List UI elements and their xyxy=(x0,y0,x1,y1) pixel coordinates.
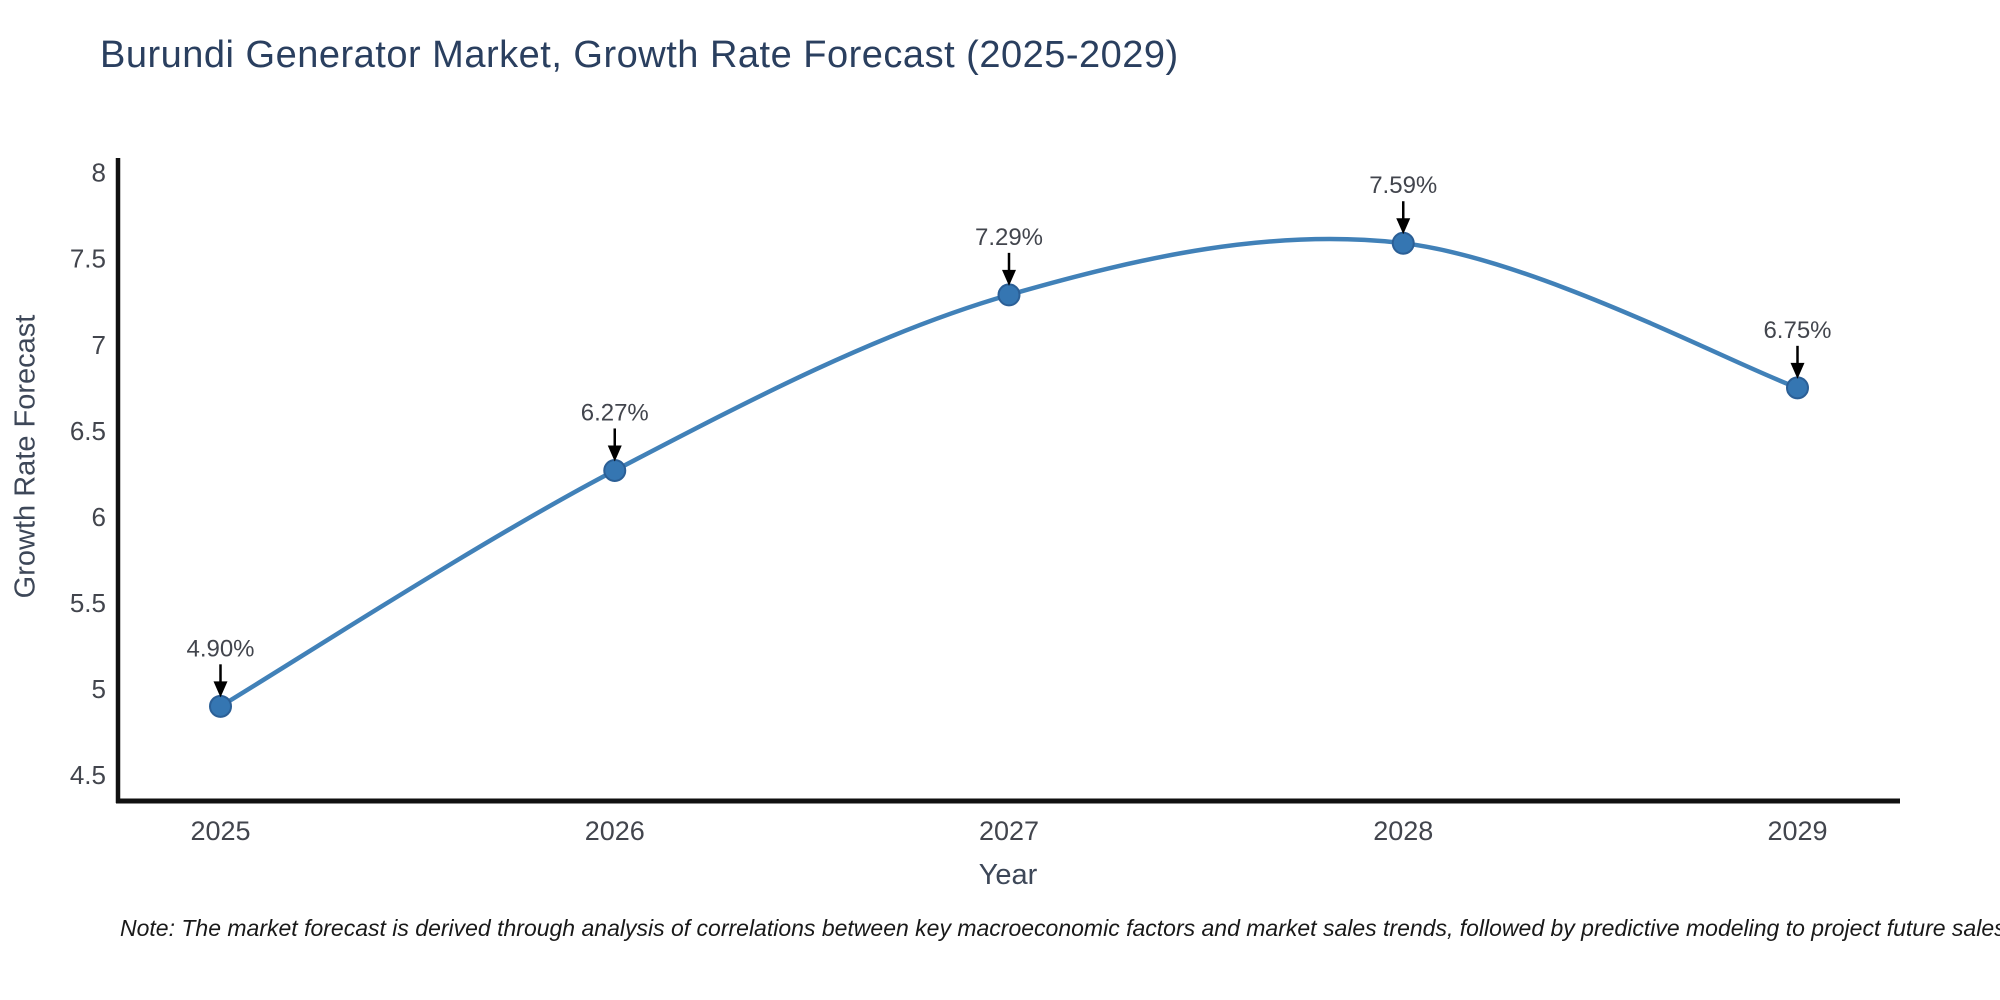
y-tick-label: 6.5 xyxy=(70,416,106,446)
y-tick-label: 7 xyxy=(92,330,106,360)
arrow-down-icon xyxy=(1002,269,1016,286)
footnote: Note: The market forecast is derived thr… xyxy=(120,915,2000,941)
x-tick-label: 2029 xyxy=(1767,816,1827,846)
y-tick-label: 5.5 xyxy=(70,588,106,618)
data-point-2029 xyxy=(1785,376,1809,400)
arrow-down-icon xyxy=(213,681,228,698)
data-point-2027 xyxy=(997,283,1021,307)
y-tick-label: 6 xyxy=(92,502,106,532)
point-value-label: 7.59% xyxy=(1369,172,1437,199)
point-value-label: 6.75% xyxy=(1763,317,1831,344)
data-point-2025 xyxy=(209,694,233,718)
x-tick-label: 2027 xyxy=(979,816,1039,846)
chart-title: Burundi Generator Market, Growth Rate Fo… xyxy=(100,34,1179,76)
arrow-down-icon xyxy=(1396,218,1411,235)
point-value-label: 7.29% xyxy=(975,224,1043,251)
arrow-down-icon xyxy=(607,445,622,462)
x-tick-label: 2028 xyxy=(1373,816,1433,846)
y-tick-label: 4.5 xyxy=(70,760,106,790)
forecast-line xyxy=(218,236,1800,709)
x-axis-title: Year xyxy=(978,859,1038,891)
data-point-2028 xyxy=(1391,231,1415,255)
y-tick-label: 5 xyxy=(92,674,106,704)
point-value-label: 4.90% xyxy=(186,635,254,662)
point-value-label: 6.27% xyxy=(581,399,649,426)
arrow-down-icon xyxy=(1790,362,1805,379)
data-point-2026 xyxy=(603,458,627,482)
y-tick-label: 8 xyxy=(92,158,106,188)
x-tick-label: 2026 xyxy=(585,816,645,846)
x-tick-label: 2025 xyxy=(190,816,250,846)
y-tick-label: 7.5 xyxy=(70,244,106,274)
